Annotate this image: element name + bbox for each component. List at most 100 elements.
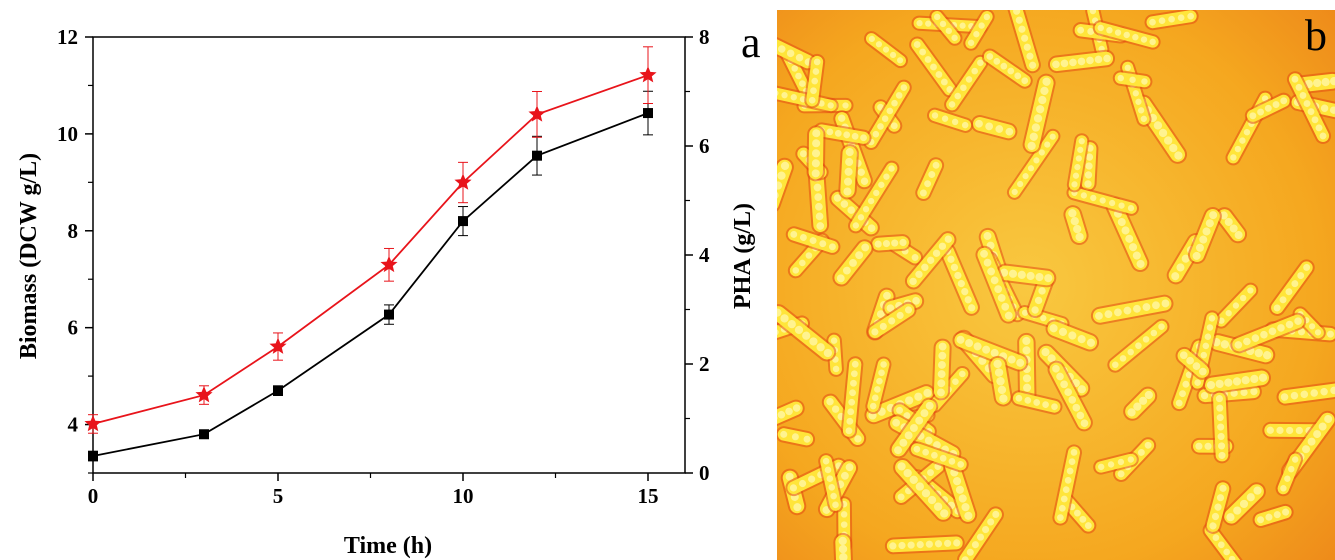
bacterium-cell	[863, 31, 909, 69]
series-2	[84, 46, 657, 434]
bacterium-cell	[996, 263, 1057, 288]
bacterium-cell	[1006, 128, 1061, 200]
bacterium-cell	[1269, 259, 1315, 316]
bacterium-cell	[1105, 197, 1150, 273]
data-point	[199, 429, 209, 440]
panel-label-a: a	[741, 18, 761, 67]
y-right-tick-label: 2	[699, 352, 710, 376]
bacterium-cell	[963, 10, 995, 51]
y-right-tick-label: 0	[699, 461, 710, 485]
data-point	[643, 108, 653, 119]
bacterium-cell	[1175, 346, 1212, 380]
bacterium-cell	[1045, 319, 1100, 352]
y-axis-left: 4 6 8 10 12	[57, 25, 93, 474]
x-axis: 0 5 10 15	[88, 473, 659, 508]
series-line	[92, 112, 649, 457]
micrograph-image	[777, 10, 1335, 560]
bacterium-cell	[1010, 390, 1063, 415]
bacterium-cell	[1093, 451, 1139, 475]
bacterium-cell	[1066, 133, 1090, 193]
bacterium-cell	[777, 157, 794, 214]
bacterium-cell	[848, 160, 900, 234]
y-axis-right-title: PHA (g/L)	[730, 203, 756, 309]
bacterium-cell	[944, 54, 989, 113]
y-axis-left-title: Biomass (DCW g/L)	[16, 153, 42, 359]
bacterium-cell	[777, 399, 805, 430]
y-right-tick-label: 4	[699, 243, 710, 267]
bacterium-cell	[1211, 390, 1231, 464]
data-point	[269, 337, 287, 354]
bacterium-cell	[970, 115, 1018, 141]
bacterium-cell	[1112, 70, 1153, 90]
data-point	[528, 105, 546, 122]
bacterium-cell	[838, 144, 859, 200]
bacterium-cell	[952, 331, 1029, 372]
x-tick-label: 10	[453, 484, 474, 508]
bacterium-cell	[1066, 185, 1139, 216]
bacterium-cell	[777, 85, 839, 114]
bacterium-cell	[889, 397, 939, 459]
panel-label-b: b	[1305, 11, 1327, 60]
bacterium-cell	[931, 338, 952, 401]
bacterium-cell	[785, 226, 841, 255]
series-line	[92, 74, 649, 425]
data-point	[454, 173, 472, 190]
data-point	[639, 66, 657, 83]
bacterium-cell	[1252, 503, 1294, 528]
bacterium-cell	[1215, 207, 1248, 244]
bacterium-cell	[1276, 380, 1335, 406]
bacterium-cell	[975, 245, 1018, 324]
bacterium-cell	[1244, 92, 1292, 124]
bacterium-cell	[832, 239, 874, 287]
bacterium-cell	[777, 304, 837, 362]
bacterium-cell	[1123, 386, 1158, 421]
bacterium-cell	[904, 231, 957, 290]
bacterium-cell	[1090, 294, 1174, 325]
bacterium-cell	[981, 48, 1033, 89]
y-left-tick-label: 10	[57, 122, 78, 146]
bacterium-cell	[1107, 318, 1170, 373]
bacterium-cell	[988, 355, 1013, 407]
bacterium-cell	[1047, 49, 1116, 74]
data-point	[84, 414, 102, 432]
bacterium-cell	[870, 234, 912, 253]
bacterium-cell	[1052, 444, 1083, 526]
bacterium-cell	[909, 36, 958, 98]
chart-panel-a: 0 5 10 15 4 6 8 10 12 0 2 4 6 8 Time (h) Biomass (D…	[16, 18, 761, 559]
bacterium-cell	[866, 301, 917, 341]
bacterium-cell	[1092, 20, 1161, 50]
bacterium-cell	[1063, 205, 1089, 246]
bacterium-cell	[1204, 480, 1232, 534]
bacterium-cell	[1275, 451, 1304, 497]
bacterium-cell	[1202, 368, 1272, 395]
data-point	[458, 216, 468, 227]
bacterium-cell	[806, 125, 826, 182]
bacterium-cell	[1022, 73, 1056, 154]
bacterium-cell	[884, 534, 965, 555]
y-axis-right: 0 2 4 6 8	[685, 25, 710, 485]
bacterium-cell	[1144, 10, 1199, 31]
data-point	[384, 309, 394, 320]
data-point	[380, 255, 398, 273]
bacterium-cell	[863, 79, 912, 150]
x-tick-label: 0	[88, 484, 99, 508]
bacterium-cell	[929, 10, 963, 46]
bacterium-cell	[1286, 71, 1332, 144]
bacterium-cell	[813, 122, 872, 146]
data-point	[195, 386, 213, 403]
bacterium-cell	[865, 356, 892, 415]
data-point	[88, 451, 98, 462]
bacterium-cell	[915, 157, 945, 201]
bacterium-cell	[1230, 312, 1307, 354]
y-right-tick-label: 8	[699, 25, 710, 49]
x-axis-title: Time (h)	[344, 533, 432, 559]
y-left-tick-label: 12	[57, 25, 78, 49]
data-point	[273, 385, 283, 396]
series-1	[88, 90, 653, 462]
bacterium-cell	[1187, 207, 1222, 264]
x-tick-label: 15	[638, 484, 659, 508]
x-tick-label: 5	[273, 484, 284, 508]
data-point	[532, 150, 542, 161]
bacterium-cell	[840, 356, 864, 439]
bacterium-cell	[908, 441, 969, 473]
